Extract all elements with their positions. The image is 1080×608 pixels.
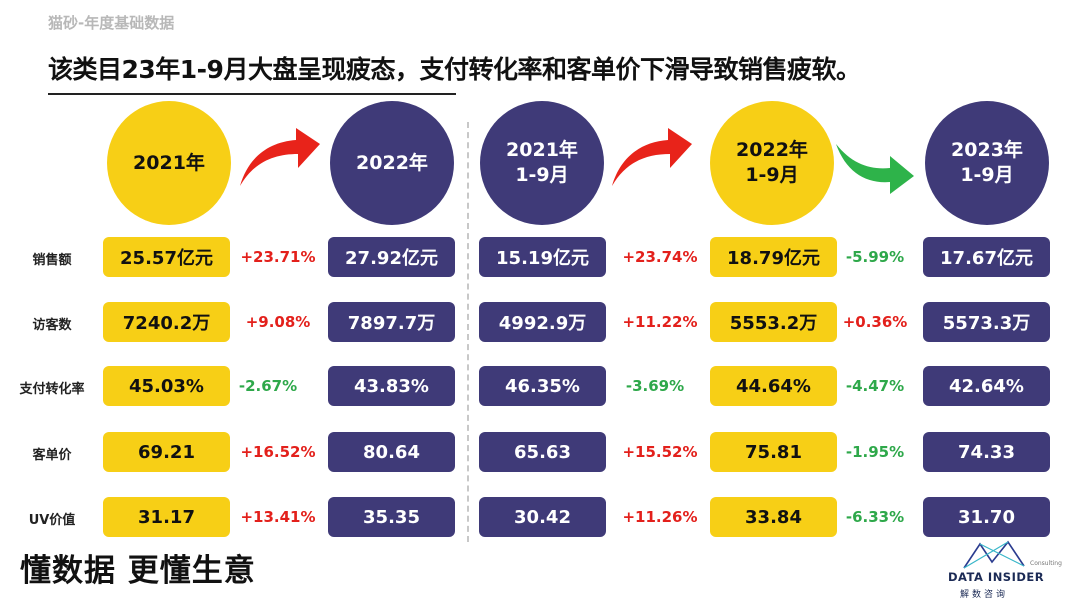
row-label-avg-order-value: 客单价 — [32, 448, 72, 463]
value-cell: 80.64 — [328, 432, 455, 472]
value-cell: 65.63 — [479, 432, 606, 472]
row-label-sales: 销售额 — [32, 253, 72, 268]
row-label-uv-value: UV价值 — [28, 513, 76, 528]
change-percent: +11.22% — [622, 313, 698, 331]
period-circle-2021-jan-sep: 2021年 1-9月 — [480, 101, 604, 225]
value-cell: 5573.3万 — [923, 302, 1050, 342]
row-label-conversion-rate: 支付转化率 — [19, 382, 85, 397]
value-cell: 15.19亿元 — [479, 237, 606, 277]
logo-consulting-text: Consulting — [1030, 560, 1062, 567]
value-cell: 69.21 — [103, 432, 230, 472]
value-cell: 45.03% — [103, 366, 230, 406]
change-percent: +13.41% — [240, 508, 316, 526]
change-percent: -3.69% — [625, 377, 685, 395]
value-cell: 31.17 — [103, 497, 230, 537]
section-divider — [467, 122, 469, 542]
value-cell: 27.92亿元 — [328, 237, 455, 277]
value-cell: 31.70 — [923, 497, 1050, 537]
value-cell: 43.83% — [328, 366, 455, 406]
change-percent: +15.52% — [622, 443, 698, 461]
period-circle-2022: 2022年 — [330, 101, 454, 225]
page-headline: 该类目23年1-9月大盘呈现疲态，支付转化率和客单价下滑导致销售疲软。 — [48, 55, 861, 84]
slogan: 懂数据 更懂生意 — [20, 553, 256, 589]
change-percent: +0.36% — [842, 313, 908, 331]
growth-arrow-icon — [612, 128, 692, 186]
logo-main-text: DATA INSIDER — [948, 570, 1045, 584]
value-cell: 42.64% — [923, 366, 1050, 406]
brand-logo: Consulting DATA INSIDER 解数咨询 — [948, 536, 1072, 602]
value-cell: 46.35% — [479, 366, 606, 406]
value-cell: 7240.2万 — [103, 302, 230, 342]
period-circle-2021: 2021年 — [107, 101, 231, 225]
value-cell: 44.64% — [710, 366, 837, 406]
value-cell: 5553.2万 — [710, 302, 837, 342]
logo-cn-text: 解数咨询 — [960, 590, 1009, 600]
change-percent: +9.08% — [245, 313, 311, 331]
value-cell: 7897.7万 — [328, 302, 455, 342]
change-percent: -6.33% — [845, 508, 905, 526]
headline-underline — [48, 93, 456, 95]
category-label: 猫砂-年度基础数据 — [48, 14, 175, 32]
period-circle-2023-jan-sep: 2023年 1-9月 — [925, 101, 1049, 225]
row-label-visitors: 访客数 — [32, 318, 72, 333]
value-cell: 30.42 — [479, 497, 606, 537]
change-percent: -4.47% — [845, 377, 905, 395]
change-percent: -5.99% — [845, 248, 905, 266]
value-cell: 74.33 — [923, 432, 1050, 472]
value-cell: 4992.9万 — [479, 302, 606, 342]
period-circle-2022-jan-sep: 2022年 1-9月 — [710, 101, 834, 225]
change-percent: +11.26% — [622, 508, 698, 526]
value-cell: 18.79亿元 — [710, 237, 837, 277]
change-percent: +23.71% — [240, 248, 316, 266]
change-percent: -1.95% — [845, 443, 905, 461]
value-cell: 25.57亿元 — [103, 237, 230, 277]
value-cell: 17.67亿元 — [923, 237, 1050, 277]
logo-mark-icon — [963, 540, 1025, 569]
change-percent: +23.74% — [622, 248, 698, 266]
value-cell: 33.84 — [710, 497, 837, 537]
change-percent: -2.67% — [238, 377, 298, 395]
growth-arrow-icon — [240, 128, 320, 186]
change-percent: +16.52% — [240, 443, 316, 461]
value-cell: 35.35 — [328, 497, 455, 537]
value-cell: 75.81 — [710, 432, 837, 472]
decline-arrow-icon — [836, 144, 914, 194]
